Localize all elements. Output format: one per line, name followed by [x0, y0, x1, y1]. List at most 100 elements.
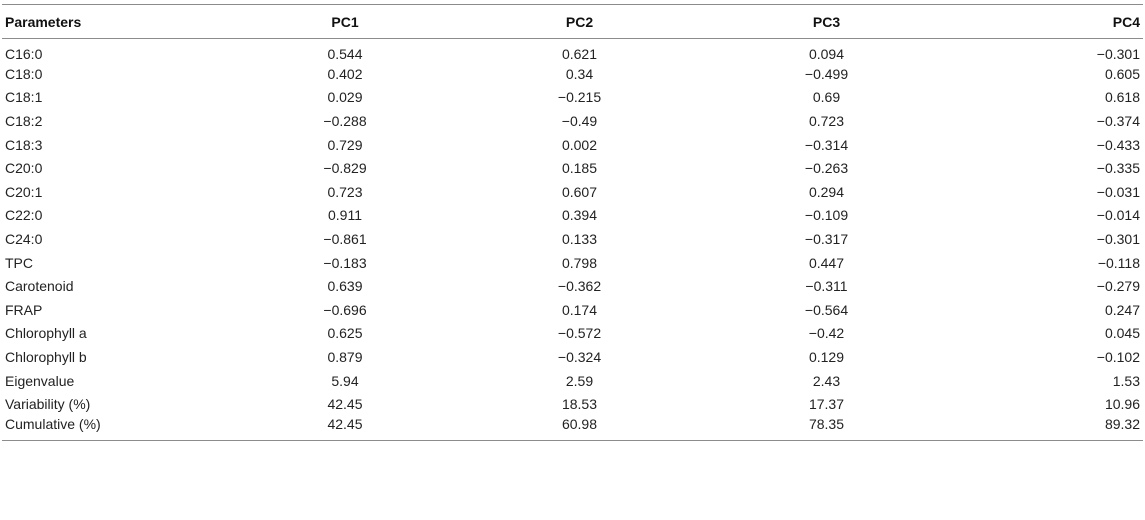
row-parameter: Carotenoid: [5, 278, 74, 295]
row-parameter: C18:1: [5, 89, 43, 106]
pc3-value: −0.499: [804, 65, 849, 82]
table-row: C20:1 0.723 0.607 0.294 −0.031: [2, 180, 1143, 204]
pc1-value: 0.639: [327, 278, 363, 295]
pc4-value: 0.605: [1104, 65, 1140, 82]
pc3-value: 0.129: [808, 349, 845, 366]
pc1-value: −0.829: [323, 160, 367, 177]
pc4-value: 0.045: [1104, 325, 1140, 342]
pc4-value: 10.96: [1104, 396, 1140, 413]
pc2-value: 0.607: [561, 183, 598, 200]
pc2-value: −0.215: [557, 89, 602, 106]
pc4-value: −0.433: [1096, 136, 1140, 153]
pc1-value: 0.723: [327, 183, 363, 200]
pc1-value: −0.288: [323, 113, 367, 130]
table-row: Chlorophyll a 0.625 −0.572 −0.42 0.045: [2, 322, 1143, 346]
pc4-value: 89.32: [1104, 416, 1140, 432]
header-pc1: PC1: [331, 13, 359, 30]
pc2-value: 0.185: [561, 160, 598, 177]
pc2-value: 0.394: [561, 207, 598, 224]
pc3-value: 0.094: [808, 45, 845, 62]
pc3-value: −0.311: [805, 278, 848, 295]
pc3-value: 78.35: [808, 416, 845, 432]
pc3-value: −0.42: [808, 325, 845, 342]
row-parameter: Chlorophyll b: [5, 349, 87, 366]
pc3-value: 0.447: [808, 254, 845, 271]
header-parameters: Parameters: [5, 13, 82, 30]
table-row: C18:3 0.729 0.002 −0.314 −0.433: [2, 133, 1143, 157]
table-row: Variability (%) 42.45 18.53 17.37 10.96: [2, 392, 1143, 416]
pc4-value: −0.102: [1096, 349, 1140, 366]
table-row: C22:0 0.911 0.394 −0.109 −0.014: [2, 204, 1143, 228]
pca-loadings-table: Parameters PC1 PC2 PC3 PC4 C16:0 0.544 0.6…: [2, 4, 1143, 441]
pc2-value: −0.572: [557, 325, 602, 342]
pc2-value: 60.98: [561, 416, 598, 432]
pca-loadings-table-container: Parameters PC1 PC2 PC3 PC4 C16:0 0.544 0.6…: [0, 4, 1145, 520]
pc2-value: 18.53: [561, 396, 598, 413]
pc4-value: −0.118: [1097, 254, 1140, 271]
pc2-value: −0.362: [557, 278, 602, 295]
pc1-value: 5.94: [331, 372, 359, 389]
table-row: Eigenvalue 5.94 2.59 2.43 1.53: [2, 369, 1143, 393]
pc2-value: 0.133: [561, 231, 598, 248]
row-parameter: Eigenvalue: [5, 372, 75, 389]
row-parameter: FRAP: [5, 301, 43, 318]
pc4-value: 0.247: [1104, 301, 1140, 318]
table-row: Carotenoid 0.639 −0.362 −0.311 −0.279: [2, 274, 1143, 298]
pc1-value: −0.183: [323, 254, 367, 271]
row-parameter: Chlorophyll a: [5, 325, 87, 342]
row-parameter: Variability (%): [5, 396, 91, 413]
pc4-value: −0.279: [1096, 278, 1140, 295]
row-parameter: C20:0: [5, 160, 43, 177]
pc1-value: 42.45: [327, 396, 363, 413]
row-parameter: C22:0: [5, 207, 43, 224]
table-body: C16:0 0.544 0.621 0.094 −0.301 C18:0 0.402 0.34…: [2, 39, 1143, 441]
pc4-value: 1.53: [1112, 372, 1140, 389]
table-row: C20:0 −0.829 0.185 −0.263 −0.335: [2, 156, 1143, 180]
pc1-value: 42.45: [327, 416, 363, 432]
table-row: Cumulative (%) 42.45 60.98 78.35 89.32: [2, 416, 1143, 441]
table-row: C18:1 0.029 −0.215 0.69 0.618: [2, 86, 1143, 110]
pc1-value: 0.729: [327, 136, 363, 153]
pc4-value: −0.374: [1096, 113, 1140, 130]
pc3-value: −0.564: [804, 301, 849, 318]
table-row: C18:2 −0.288 −0.49 0.723 −0.374: [2, 109, 1143, 133]
pc4-value: 0.618: [1104, 89, 1140, 106]
table-row: C24:0 −0.861 0.133 −0.317 −0.301: [2, 227, 1143, 251]
row-parameter: C24:0: [5, 231, 43, 248]
pc3-value: −0.317: [804, 231, 849, 248]
pc2-value: 0.798: [561, 254, 598, 271]
pc1-value: 0.625: [327, 325, 363, 342]
pc4-value: −0.301: [1096, 45, 1140, 62]
row-parameter: Cumulative (%): [5, 416, 101, 432]
table-header: Parameters PC1 PC2 PC3 PC4: [2, 4, 1143, 39]
pc2-value: −0.324: [557, 349, 602, 366]
pc2-value: 0.34: [565, 65, 594, 82]
pc4-value: −0.335: [1096, 160, 1140, 177]
pc1-value: −0.696: [323, 301, 367, 318]
pc3-value: −0.263: [804, 160, 849, 177]
pc1-value: 0.402: [327, 65, 363, 82]
pc1-value: 0.029: [327, 89, 363, 106]
table-row: C18:0 0.402 0.34 −0.499 0.605: [2, 62, 1143, 86]
pc2-value: 2.59: [565, 372, 594, 389]
row-parameter: C18:3: [5, 136, 43, 153]
table-row: C16:0 0.544 0.621 0.094 −0.301: [2, 39, 1143, 63]
pc1-value: 0.544: [327, 45, 363, 62]
row-parameter: C18:0: [5, 65, 43, 82]
table-row: Chlorophyll b 0.879 −0.324 0.129 −0.102: [2, 345, 1143, 369]
pc2-value: −0.49: [561, 113, 598, 130]
pc3-value: −0.109: [804, 207, 849, 224]
pc4-value: −0.301: [1096, 231, 1140, 248]
pc2-value: 0.002: [561, 136, 598, 153]
pc3-value: 17.37: [808, 396, 845, 413]
pc1-value: 0.911: [328, 207, 362, 224]
row-parameter: C20:1: [5, 183, 43, 200]
pc2-value: 0.174: [561, 301, 598, 318]
pc3-value: 0.294: [808, 183, 845, 200]
pc2-value: 0.621: [561, 45, 598, 62]
pc3-value: −0.314: [804, 136, 849, 153]
table-row: FRAP −0.696 0.174 −0.564 0.247: [2, 298, 1143, 322]
header-pc2: PC2: [565, 13, 594, 30]
header-pc4: PC4: [1112, 13, 1140, 30]
pc3-value: 0.69: [812, 89, 841, 106]
